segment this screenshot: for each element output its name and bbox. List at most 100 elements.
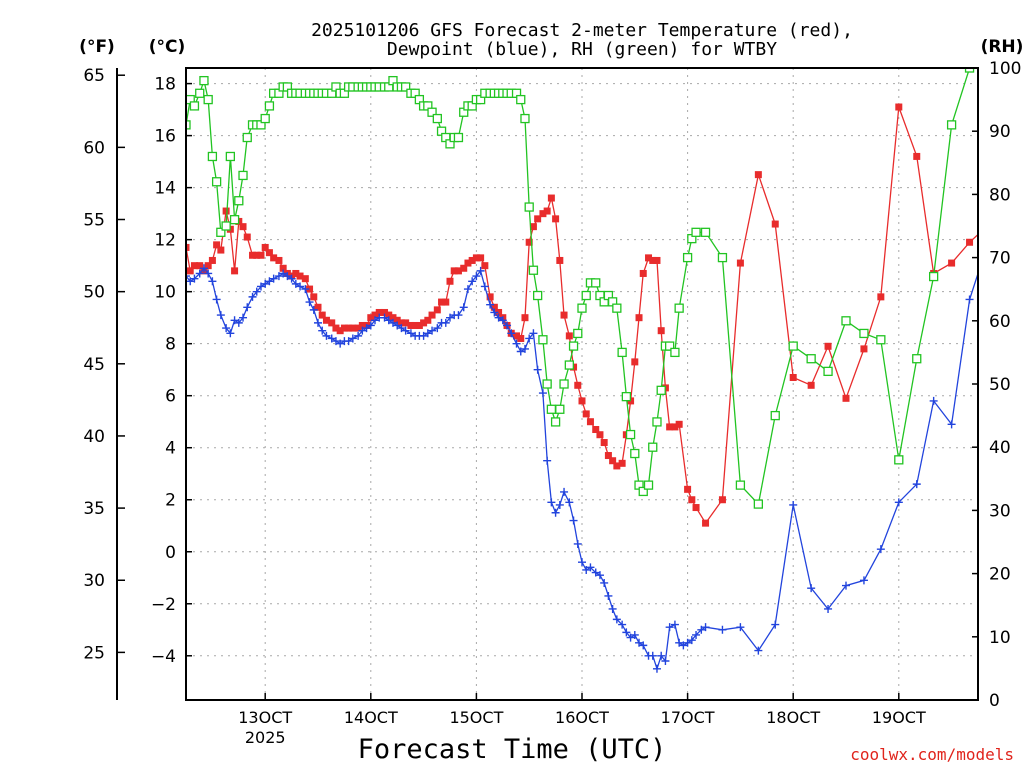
rh-series	[186, 68, 978, 509]
temperature-point	[196, 262, 204, 270]
temperature-point	[249, 251, 257, 259]
dewpoint-point	[384, 316, 393, 325]
temperature-point	[631, 358, 639, 366]
dewpoint-point	[406, 329, 415, 338]
dewpoint-point	[670, 620, 679, 629]
rh-point	[964, 68, 975, 73]
temperature-point	[635, 314, 643, 322]
temperature-point	[239, 223, 247, 231]
dewpoint-point	[965, 295, 974, 304]
rh-tick-label: 60	[989, 312, 1011, 332]
rh-point	[186, 120, 191, 130]
temperature-point	[186, 267, 194, 275]
dewpoint-point	[533, 365, 542, 374]
celsius-tick-label: 2	[165, 491, 176, 511]
dewpoint-point	[454, 311, 463, 320]
rh-point	[559, 379, 569, 389]
dewpoint-point	[630, 630, 639, 639]
fahrenheit-tick-label: 35	[83, 499, 105, 519]
temperature-point	[948, 259, 956, 267]
dewpoint-point	[503, 321, 512, 330]
data-series	[186, 68, 1024, 673]
source-credit: coolwx.com/models	[850, 745, 1014, 764]
fahrenheit-tick-label: 25	[83, 643, 105, 663]
temperature-point	[222, 207, 230, 215]
dewpoint-point	[569, 516, 578, 525]
temperature-point	[450, 267, 458, 275]
dewpoint-point	[279, 269, 288, 278]
temperature-point	[261, 243, 269, 251]
rh-point	[432, 113, 442, 124]
dewpoint-point	[771, 620, 780, 629]
temperature-point	[371, 311, 379, 319]
temperature-point	[649, 256, 657, 264]
dewpoint-point	[190, 274, 199, 283]
temperature-point	[596, 431, 604, 439]
dewpoint-point	[208, 277, 217, 286]
temperature-point	[534, 215, 542, 223]
celsius-axis-unit: (°C)	[149, 37, 186, 57]
rh-point	[573, 328, 583, 339]
dewpoint-point	[657, 651, 666, 660]
rh-point	[564, 360, 574, 370]
temperature-point	[468, 256, 476, 264]
chart-title-line-2: Dewpoint (blue), RH (green) for WTBY	[387, 39, 777, 60]
rh-point	[234, 196, 244, 206]
rh-tick-label: 50	[989, 375, 1011, 395]
dewpoint-point	[648, 651, 657, 660]
temperature-point	[609, 457, 617, 465]
temperature-point	[586, 418, 594, 426]
rh-point	[577, 303, 587, 313]
dewpoint-point	[842, 581, 850, 590]
temperature-point	[279, 264, 287, 272]
dewpoint-point	[547, 498, 556, 507]
temperature-point	[385, 311, 393, 319]
temperature-point	[367, 314, 375, 322]
rh-point	[894, 455, 904, 465]
temperature-point	[318, 311, 326, 319]
dewpoint-point	[639, 641, 648, 650]
temperature-point	[270, 254, 278, 262]
rh-point	[912, 354, 922, 364]
rh-point	[617, 347, 627, 358]
dewpoint-point	[296, 282, 305, 291]
temperature-point	[657, 327, 665, 335]
dewpoint-point	[718, 625, 727, 634]
dewpoint-point	[701, 623, 710, 632]
temperature-point	[481, 262, 489, 270]
temperature-point	[966, 238, 974, 246]
dewpoint-point	[216, 311, 225, 320]
dewpoint-point	[560, 487, 569, 496]
dewpoint-point	[1018, 210, 1024, 218]
dewpoint-point	[348, 334, 357, 343]
temperature-point	[789, 373, 797, 381]
rh-tick-label: 70	[989, 249, 1011, 269]
x-year-label: 2025	[245, 728, 286, 747]
temperature-point	[639, 269, 647, 277]
dewpoint-point	[661, 656, 670, 665]
temperature-point	[895, 103, 903, 111]
rh-point	[524, 202, 534, 212]
temperature-point	[539, 210, 547, 218]
temperature-point	[529, 223, 537, 231]
temperature-point	[442, 298, 450, 306]
temperature-point	[397, 319, 405, 327]
dewpoint-point	[186, 277, 195, 286]
rh-point	[823, 366, 833, 377]
rh-point	[427, 107, 437, 117]
dewpoint-point	[428, 326, 437, 335]
dewpoint-point	[393, 321, 402, 330]
temperature-point	[310, 293, 318, 301]
rh-point	[591, 278, 601, 288]
dewpoint-point	[573, 539, 582, 548]
rh-point	[238, 170, 248, 181]
temperature-point	[824, 342, 832, 350]
temperature-point	[718, 496, 726, 504]
dewpoint-point	[626, 633, 635, 642]
temperature-point	[314, 303, 322, 311]
dewpoint-point	[929, 396, 938, 405]
rh-tick-label: 40	[989, 438, 1011, 458]
temperature-point	[292, 269, 300, 277]
dewpoint-point	[565, 498, 574, 507]
x-tick-label: 14OCT	[344, 708, 398, 727]
